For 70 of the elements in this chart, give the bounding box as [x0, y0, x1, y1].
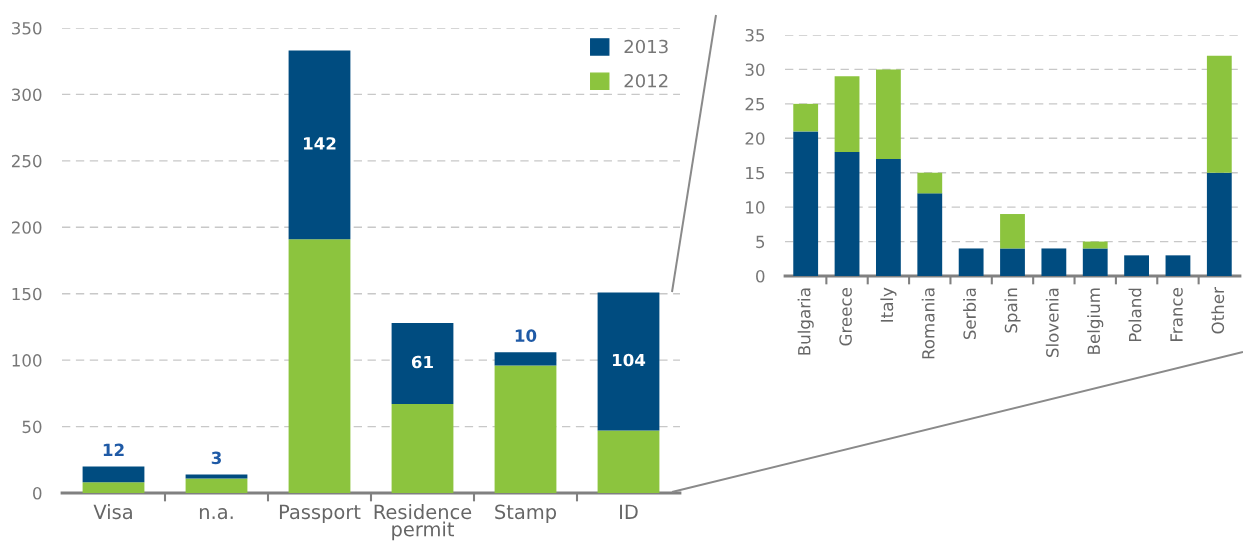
- bar: [1082, 248, 1108, 276]
- bar: [793, 103, 819, 132]
- bar: [1206, 172, 1232, 276]
- y-tick-label: 15: [746, 166, 765, 180]
- bar: [494, 352, 557, 366]
- bar: [494, 365, 557, 493]
- bar: [834, 152, 860, 276]
- bar: [288, 50, 351, 240]
- y-tick-label: 100: [12, 354, 42, 367]
- y-tick-label: 25: [745, 97, 765, 111]
- x-tick-label: n.a.: [199, 508, 233, 520]
- y-tick-label: 0: [33, 486, 42, 500]
- bar: [597, 292, 660, 431]
- bar: [876, 69, 901, 159]
- data-label: 3: [211, 451, 221, 465]
- bar: [1206, 55, 1232, 173]
- y-tick-label: 300: [12, 88, 42, 101]
- bar: [793, 131, 819, 276]
- y-tick-label: 150: [12, 287, 42, 301]
- bar: [1165, 255, 1191, 276]
- bar: [1124, 255, 1149, 276]
- y-tick-label: 0: [756, 269, 765, 283]
- bar: [185, 478, 248, 493]
- x-tick-label: Belgium: [1087, 288, 1104, 354]
- bar: [876, 158, 901, 276]
- y-tick-label: 35: [745, 28, 765, 42]
- bar: [917, 193, 943, 276]
- bar: [1041, 248, 1067, 276]
- y-tick-label: 10: [746, 201, 765, 214]
- data-label: 61: [411, 355, 433, 369]
- data-label: 104: [612, 353, 646, 367]
- y-tick-label: 250: [11, 154, 42, 168]
- y-tick-label: 350: [12, 21, 42, 35]
- bar: [1000, 214, 1025, 249]
- bar: [917, 172, 943, 194]
- x-tick-label: Romania: [921, 288, 935, 359]
- x-tick-label: Other: [1211, 287, 1225, 334]
- x-tick-label: Spain: [1004, 288, 1021, 333]
- x-tick-label: Slovenia: [1045, 288, 1059, 357]
- y-tick-label: 20: [745, 132, 765, 145]
- x-tick-label: Serbia: [963, 288, 976, 340]
- data-label: 12: [103, 443, 124, 456]
- bar: [597, 430, 660, 493]
- data-label: 142: [303, 137, 336, 150]
- y-tick-label: 200: [11, 221, 42, 234]
- y-tick-label: 50: [22, 420, 42, 434]
- y-tick-label: 5: [756, 235, 765, 249]
- bar: [288, 239, 351, 493]
- bar: [82, 466, 145, 483]
- bar: [834, 76, 860, 153]
- bar: [82, 482, 145, 493]
- bar: [391, 322, 454, 404]
- bar: [958, 248, 984, 276]
- x-tick-label: Bulgaria: [797, 288, 814, 355]
- bar: [391, 403, 454, 493]
- x-tick-label: ID: [620, 504, 638, 519]
- data-label: 10: [515, 329, 537, 342]
- x-tick-label: Passport: [279, 504, 361, 523]
- x-tick-label: Stamp: [495, 504, 557, 523]
- bar: [185, 474, 248, 479]
- x-tick-label: France: [1170, 288, 1183, 341]
- legend-label: 2013: [624, 39, 668, 54]
- x-tick-label: Poland: [1128, 288, 1142, 342]
- y-tick-label: 30: [745, 63, 765, 76]
- x-tick-label: Visa: [93, 504, 132, 520]
- legend-label: 2012: [624, 73, 668, 88]
- bar: [1000, 248, 1025, 276]
- x-tick-label: Residence permit: [374, 504, 472, 541]
- x-tick-label: Greece: [839, 288, 852, 346]
- x-tick-label: Italy: [880, 287, 897, 322]
